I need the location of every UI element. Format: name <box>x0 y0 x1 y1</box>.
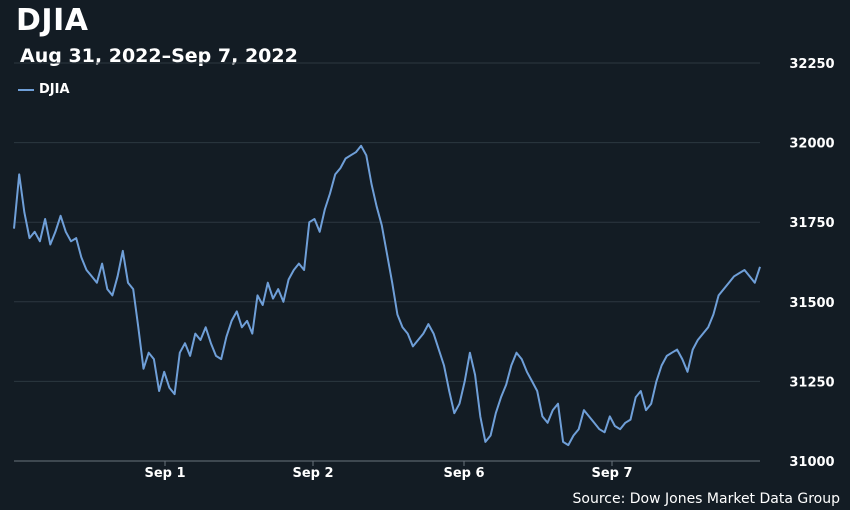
chart-title: DJIA <box>16 3 89 38</box>
series-line-djia <box>13 144 761 447</box>
chart-subtitle: Aug 31, 2022–Sep 7, 2022 <box>20 45 298 67</box>
y-tick-label: 31750 <box>789 216 834 231</box>
y-tick-label: 32000 <box>789 137 834 152</box>
y-tick-label: 31500 <box>789 296 834 311</box>
y-tick-label: 31000 <box>789 455 834 470</box>
x-tick-label: Sep 7 <box>591 466 632 481</box>
x-tick-label: Sep 1 <box>144 466 185 481</box>
x-tick-label: Sep 2 <box>292 466 333 481</box>
legend-swatch <box>18 88 34 91</box>
source-note: Source: Dow Jones Market Data Group <box>572 491 841 507</box>
chart-legend: DJIA <box>18 82 70 97</box>
y-tick-label: 32250 <box>789 57 834 72</box>
legend-label: DJIA <box>39 82 70 97</box>
y-tick-label: 31250 <box>789 375 834 390</box>
x-tick-label: Sep 6 <box>443 466 484 481</box>
